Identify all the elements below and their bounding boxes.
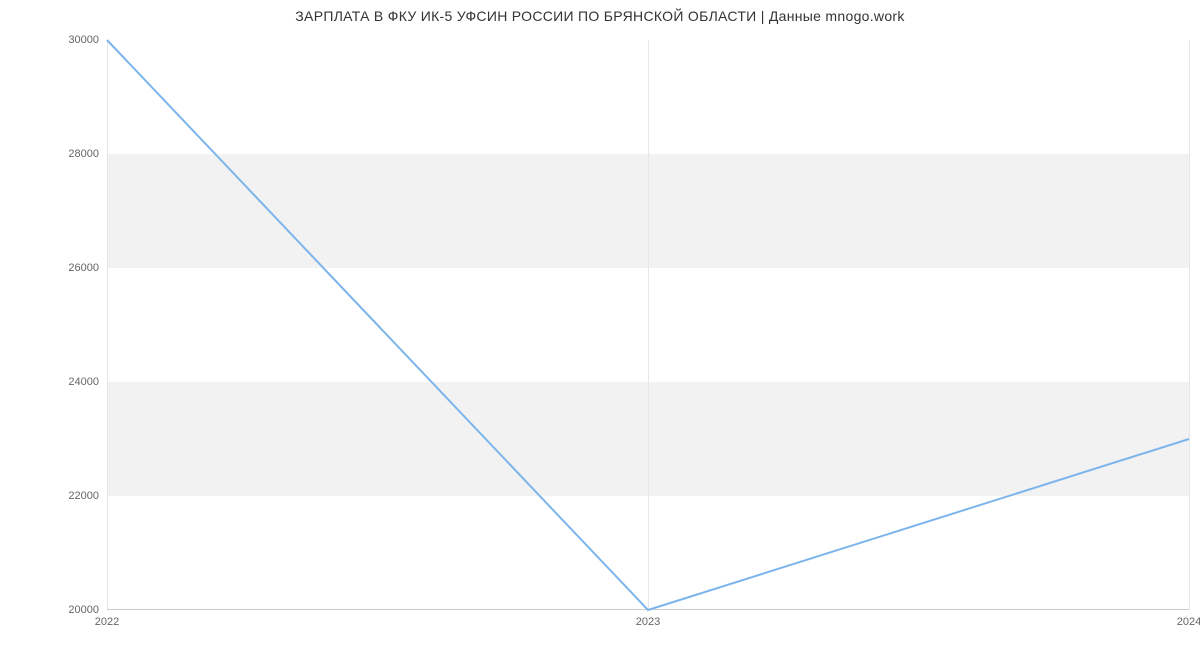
series-layer — [107, 40, 1189, 610]
y-tick-label: 30000 — [68, 34, 107, 46]
y-tick-label: 28000 — [68, 148, 107, 160]
plot-area: 2022202320242000022000240002600028000300… — [107, 40, 1189, 610]
y-tick-label: 20000 — [68, 604, 107, 616]
chart-title: ЗАРПЛАТА В ФКУ ИК-5 УФСИН РОССИИ ПО БРЯН… — [0, 8, 1200, 24]
series-line-salary — [107, 40, 1189, 610]
x-tick-label: 2023 — [636, 610, 660, 628]
y-tick-label: 26000 — [68, 262, 107, 274]
x-tick-label: 2024 — [1177, 610, 1200, 628]
y-tick-label: 24000 — [68, 376, 107, 388]
line-chart: ЗАРПЛАТА В ФКУ ИК-5 УФСИН РОССИИ ПО БРЯН… — [0, 0, 1200, 650]
y-tick-label: 22000 — [68, 490, 107, 502]
x-gridline — [1189, 40, 1190, 610]
